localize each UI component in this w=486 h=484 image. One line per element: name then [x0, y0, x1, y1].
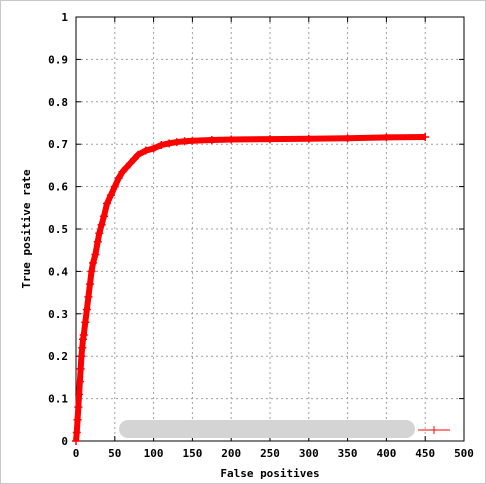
data-point — [103, 199, 112, 208]
data-point — [207, 135, 216, 144]
data-point — [304, 134, 313, 143]
data-point — [78, 335, 87, 344]
data-point — [266, 135, 274, 144]
data-point — [110, 182, 119, 191]
x-tick-label: 150 — [182, 447, 202, 460]
x-tick-label: 350 — [338, 447, 358, 460]
axes-ticks: 0 50 100 150 200 250 300 350 400 450 500 0 0.1 0.2 0.3… — [48, 11, 474, 460]
data-point — [126, 159, 135, 168]
data-point — [149, 144, 158, 153]
y-tick-label: 0.3 — [48, 308, 68, 321]
legend — [119, 420, 450, 438]
data-point — [165, 139, 174, 148]
data-point — [122, 163, 131, 172]
y-tick-label: 0.4 — [48, 265, 68, 278]
data-point — [130, 155, 139, 164]
data-point — [73, 415, 82, 424]
data-point — [106, 191, 115, 200]
data-point — [84, 292, 93, 301]
x-tick-label: 0 — [73, 447, 80, 460]
data-point — [85, 280, 94, 289]
y-tick-label: 0.6 — [48, 181, 68, 194]
grid — [76, 17, 464, 441]
x-tick-label: 250 — [260, 447, 280, 460]
legend-text-obscured — [119, 420, 415, 438]
y-tick-label: 0.9 — [48, 53, 68, 66]
data-point — [78, 343, 87, 352]
data-point — [382, 133, 391, 142]
data-point — [81, 318, 90, 327]
data-point — [118, 167, 127, 176]
data-point — [75, 390, 84, 399]
x-tick-label: 450 — [415, 447, 435, 460]
y-axis-label: True positive rate — [20, 169, 33, 289]
data-point — [76, 364, 85, 373]
y-tick-label: 0 — [61, 435, 68, 448]
data-point — [343, 134, 352, 143]
y-tick-label: 0.8 — [48, 96, 68, 109]
data-point — [180, 137, 189, 146]
data-point — [77, 352, 86, 361]
data-point — [95, 229, 104, 238]
x-tick-label: 400 — [376, 447, 396, 460]
x-tick-label: 300 — [299, 447, 319, 460]
x-tick-label: 500 — [454, 447, 474, 460]
data-point — [141, 146, 150, 155]
data-point — [227, 135, 236, 144]
data-point — [91, 250, 100, 259]
x-axis-label: False positives — [220, 467, 319, 480]
data-point — [79, 331, 88, 339]
x-tick-label: 100 — [144, 447, 164, 460]
y-tick-label: 0.2 — [48, 350, 68, 363]
x-tick-label: 50 — [108, 447, 121, 460]
data-point — [188, 136, 197, 145]
data-point — [82, 305, 91, 314]
data-point — [134, 150, 143, 159]
y-tick-label: 1 — [61, 11, 68, 24]
data-point — [157, 141, 166, 150]
x-tick-label: 200 — [221, 447, 241, 460]
series-roc — [72, 132, 430, 445]
data-point — [87, 267, 96, 276]
data-point — [74, 403, 83, 412]
data-point — [75, 377, 84, 386]
data-point — [97, 220, 106, 229]
data-point — [114, 174, 123, 183]
data-point — [93, 237, 102, 246]
y-tick-label: 0.1 — [48, 393, 68, 406]
data-point — [72, 428, 81, 437]
y-tick-label: 0.5 — [48, 223, 68, 236]
data-point — [421, 132, 430, 141]
data-point — [99, 212, 108, 221]
y-tick-label: 0.7 — [48, 138, 68, 151]
data-point — [72, 437, 80, 445]
data-point — [89, 258, 98, 267]
data-point — [172, 138, 181, 147]
